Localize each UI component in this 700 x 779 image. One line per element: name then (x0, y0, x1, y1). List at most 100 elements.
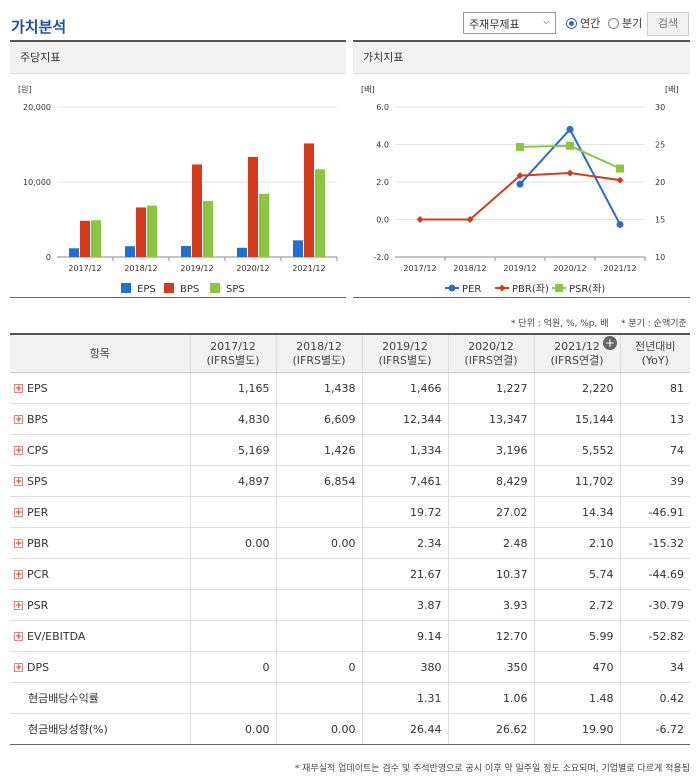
expand-plus-icon[interactable]: + (14, 539, 23, 549)
value-cell (189, 620, 276, 652)
expand-plus-icon[interactable]: + (14, 570, 23, 580)
row-label-text: CPS (27, 443, 49, 457)
row-label[interactable]: + PER (10, 496, 190, 528)
expand-plus-icon[interactable]: + (14, 446, 23, 456)
y-left-tick-label: 6.0 (376, 103, 389, 112)
value-cell: 19.90 (533, 713, 620, 745)
col-2018: 2018/12 (IFRS별도) (275, 334, 362, 373)
row-label[interactable]: + DPS (10, 651, 190, 683)
expand-plus-icon[interactable]: + (14, 477, 23, 487)
point-marker (516, 142, 524, 151)
unit-note: * 단위 : 억원, %, %p, 배 (511, 319, 609, 329)
row-label-text: PBR (27, 536, 49, 550)
x-tick-label: 2018/12 (453, 264, 486, 273)
value-cell: 11,702 (533, 465, 620, 497)
bar-eps (125, 246, 135, 257)
table-row: + PSR 3.87 3.93 2.72 -30.79 (10, 589, 690, 621)
legend-swatch (121, 283, 131, 293)
y-right-tick-label: 15 (655, 216, 665, 225)
row-label[interactable]: + SPS (10, 465, 190, 497)
value-cell: 8,429 (447, 465, 534, 497)
per-share-panel-title: 주당지표 (10, 42, 346, 74)
row-label[interactable]: + EPS (10, 372, 190, 404)
bar-sps (259, 193, 269, 257)
expand-plus-icon[interactable]: + (14, 508, 23, 518)
yoy-cell: -15.32 (619, 527, 690, 559)
point-marker (566, 125, 574, 133)
table-row: + CPS 5,169 1,426 1,334 3,196 5,552 74 (10, 434, 690, 466)
table-row: 현금배당성향(%) 0.00 0.00 26.44 26.62 19.90 -6.72 (10, 713, 690, 745)
value-cell: 350 (447, 651, 534, 683)
bar-sps (203, 201, 213, 257)
row-label-text: SPS (27, 474, 48, 488)
table-row: + BPS 4,830 6,609 12,344 13,347 15,144 13 (10, 403, 690, 435)
x-tick-label: 2021/12 (292, 264, 325, 273)
legend-marker (448, 284, 456, 292)
expand-plus-icon[interactable]: + (14, 632, 23, 642)
expand-plus-icon[interactable]: + (14, 601, 23, 611)
value-cell: 13,347 (447, 403, 534, 435)
value-cell: 4,830 (189, 403, 276, 435)
legend-label: SPS (226, 284, 245, 295)
search-button[interactable]: 검색 (647, 12, 689, 36)
value-cell: 0.00 (275, 713, 362, 745)
value-cell: 21.67 (361, 558, 448, 590)
add-column-icon[interactable]: + (602, 335, 617, 350)
chevron-down-icon: ⌵ (543, 17, 550, 27)
bar-sps (315, 169, 325, 257)
point-marker (516, 172, 524, 180)
per-share-panel: 주당지표 [원] 20,000 10,000 0 2017/12 2018/12 2019/… (10, 40, 346, 298)
row-label[interactable]: + PSR (10, 589, 190, 621)
per-share-bar-chart: [원] 20,000 10,000 0 2017/12 2018/12 2019/12 202… (18, 85, 338, 295)
yoy-cell: -46.91 (619, 496, 690, 528)
value-cell: 26.44 (361, 713, 448, 745)
table-row: + EV/EBITDA 9.14 12.70 5.99 -52.82 (10, 620, 690, 652)
yoy-cell: -52.82 (619, 620, 690, 652)
value-cell: 1,165 (189, 372, 276, 404)
point-marker (416, 216, 424, 223)
radio-quarter[interactable]: 분기 (608, 15, 642, 31)
x-tick-label: 2018/12 (124, 264, 157, 273)
row-label[interactable]: + EV/EBITDA (10, 620, 190, 652)
value-cell (275, 558, 362, 590)
bar-eps (237, 247, 247, 257)
radio-selected-icon (566, 17, 577, 29)
value-cell: 1,438 (275, 372, 362, 404)
expand-plus-icon[interactable]: + (14, 663, 23, 673)
radio-annual[interactable]: 연간 (566, 15, 600, 31)
x-tick-label: 2019/12 (503, 264, 536, 273)
bar-sps (91, 220, 101, 257)
row-label[interactable]: + BPS (10, 403, 190, 435)
value-cell: 5,169 (189, 434, 276, 466)
point-marker (516, 180, 524, 188)
col-yoy: 전년대비 (YoY) (619, 334, 690, 373)
row-label[interactable]: + PCR (10, 558, 190, 590)
row-label[interactable]: + CPS (10, 434, 190, 466)
page-title: 가치분석 (11, 18, 67, 36)
expand-plus-icon[interactable]: + (14, 384, 23, 394)
legend-marker (555, 284, 563, 292)
value-cell: 5.99 (533, 620, 620, 652)
col-2019: 2019/12 (IFRS별도) (361, 334, 448, 373)
legend-swatch (210, 283, 220, 293)
yoy-cell: 0.42 (619, 682, 690, 714)
y-right-tick-label: 20 (655, 178, 665, 187)
row-label-text: PCR (27, 567, 49, 581)
table-row: + SPS 4,897 6,854 7,461 8,429 11,702 39 (10, 465, 690, 497)
yoy-cell: 74 (619, 434, 690, 466)
value-cell: 1.31 (361, 682, 448, 714)
x-tick-label: 2019/12 (180, 264, 213, 273)
value-cell (189, 496, 276, 528)
table-row: + PCR 21.67 10.37 5.74 -44.69 (10, 558, 690, 590)
row-label-text: 현금배당성향(%) (28, 723, 108, 736)
expand-plus-icon[interactable]: + (14, 415, 23, 425)
yoy-cell: 39 (619, 465, 690, 497)
statement-select[interactable]: 주재무제표 ⌵ (463, 12, 556, 34)
value-cell: 2.34 (361, 527, 448, 559)
radio-quarter-label: 분기 (622, 17, 643, 30)
row-label-text: BPS (27, 412, 49, 426)
row-label[interactable]: + PBR (10, 527, 190, 559)
x-tick-label: 2017/12 (403, 264, 436, 273)
point-marker (616, 176, 624, 184)
value-cell: 15,144 (533, 403, 620, 435)
